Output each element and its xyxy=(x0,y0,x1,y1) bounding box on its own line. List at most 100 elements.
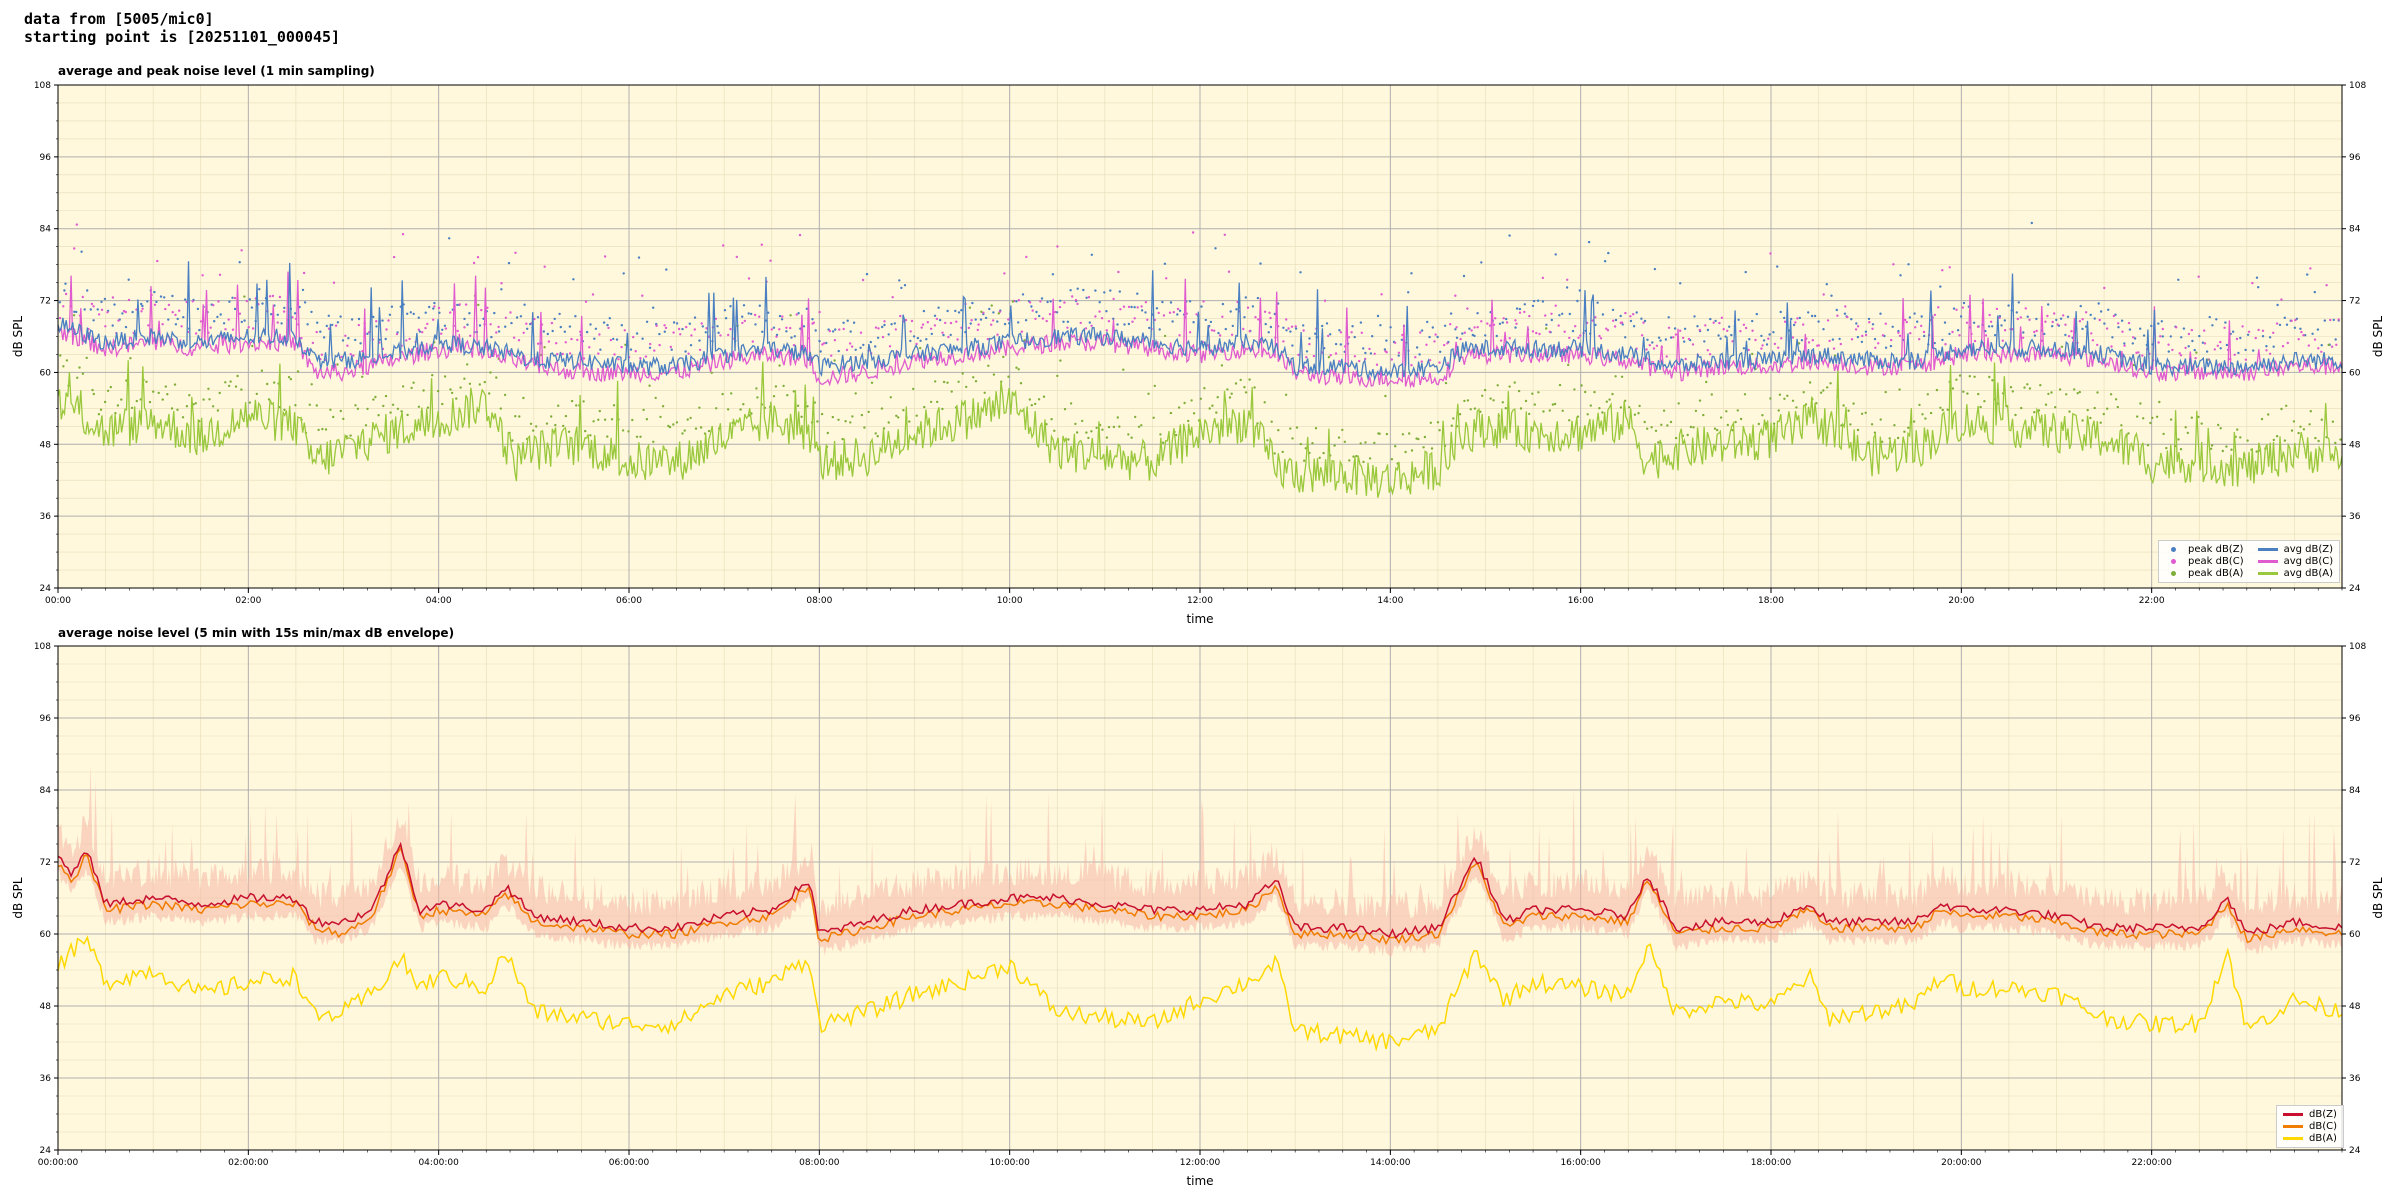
peak-point xyxy=(1598,407,1601,410)
peak-point xyxy=(1948,332,1951,336)
peak-point xyxy=(1952,307,1956,310)
peak-point xyxy=(2184,426,2187,429)
peak-point xyxy=(1769,252,1772,255)
peak-point xyxy=(2033,330,2036,334)
peak-point xyxy=(1352,455,1355,458)
peak-point xyxy=(1948,266,1951,269)
peak-point xyxy=(1725,410,1728,413)
peak-point xyxy=(517,339,521,342)
peak-point xyxy=(92,319,95,322)
peak-point xyxy=(2223,326,2226,329)
peak-point xyxy=(2246,439,2249,442)
y-tick-label-right: 36 xyxy=(2349,512,2361,522)
peak-point xyxy=(1584,390,1587,394)
peak-point xyxy=(412,381,415,384)
peak-point xyxy=(957,311,961,314)
peak-point xyxy=(1807,311,1810,314)
peak-point xyxy=(100,308,104,311)
peak-point xyxy=(1003,272,1006,275)
peak-point xyxy=(923,405,926,409)
peak-point xyxy=(1637,412,1640,415)
z-swatch xyxy=(2283,1113,2303,1116)
peak-point xyxy=(1496,384,1499,387)
peak-point xyxy=(344,334,347,337)
peak-point xyxy=(349,353,352,356)
peak-point xyxy=(1188,331,1192,334)
peak-point xyxy=(463,377,466,380)
peak-point xyxy=(1244,391,1248,394)
peak-point xyxy=(854,348,857,351)
peak-point xyxy=(59,354,62,357)
peak-point xyxy=(1389,326,1392,329)
peak-point xyxy=(302,271,306,275)
peak-point xyxy=(877,327,880,330)
peak-point xyxy=(730,392,733,395)
peak-point xyxy=(352,354,355,357)
peak-point xyxy=(1188,300,1192,303)
peak-point xyxy=(598,409,601,413)
peak-point xyxy=(1720,316,1724,319)
peak-point xyxy=(1744,270,1747,274)
y-tick-label-right: 108 xyxy=(2349,81,2366,91)
peak-point xyxy=(233,307,237,311)
peak-point xyxy=(1698,399,1702,402)
peak-point xyxy=(135,399,138,403)
y-tick-label-right: 96 xyxy=(2349,153,2361,163)
peak-point xyxy=(511,439,514,442)
bottom-chart-legend: dB(Z) dB(C) dB(A) xyxy=(2276,1105,2344,1148)
peak-point xyxy=(588,346,591,349)
peak-point xyxy=(820,412,824,416)
peak-point xyxy=(996,333,999,336)
peak-point xyxy=(1059,359,1062,362)
peak-point xyxy=(652,440,655,443)
peak-point xyxy=(131,310,134,314)
peak-point xyxy=(73,247,76,250)
x-tick-label: 14:00:00 xyxy=(1370,1158,1411,1168)
peak-point xyxy=(2304,334,2307,337)
peak-point xyxy=(880,407,884,410)
peak-point xyxy=(613,353,616,356)
peak-point xyxy=(1087,296,1091,299)
peak-point xyxy=(2320,344,2323,347)
peak-point xyxy=(217,300,220,303)
peak-point xyxy=(466,323,469,326)
peak-point xyxy=(2205,350,2209,353)
peak-point xyxy=(1136,292,1139,295)
peak-point xyxy=(1176,307,1180,311)
peak-point xyxy=(1514,326,1517,329)
peak-point xyxy=(1870,423,1874,426)
peak-point xyxy=(1760,347,1763,350)
peak-point xyxy=(248,298,251,301)
peak-point xyxy=(1373,352,1376,355)
peak-point xyxy=(228,300,231,303)
peak-point xyxy=(361,350,364,353)
peak-point xyxy=(2275,322,2279,325)
x-tick-label: 10:00:00 xyxy=(989,1158,1030,1168)
peak-point xyxy=(1686,433,1689,437)
peak-point xyxy=(523,303,526,306)
peak-point xyxy=(1871,323,1875,326)
peak-point xyxy=(301,288,305,292)
peak-point xyxy=(895,414,898,417)
peak-point xyxy=(2292,420,2296,423)
peak-point xyxy=(1492,399,1495,402)
peak-point xyxy=(1918,338,1921,341)
peak-point xyxy=(574,315,577,318)
peak-point xyxy=(2219,340,2222,344)
peak-point xyxy=(1088,321,1092,324)
peak-point xyxy=(644,355,648,358)
peak-point xyxy=(1045,319,1048,323)
peak-point xyxy=(988,307,991,311)
peak-point xyxy=(2323,319,2326,322)
peak-point xyxy=(466,363,469,366)
peak-point xyxy=(1305,356,1308,359)
peak-point xyxy=(1769,397,1772,400)
peak-point xyxy=(1341,428,1344,432)
peak-point xyxy=(615,338,619,341)
peak-point xyxy=(276,313,279,316)
peak-point xyxy=(1243,316,1246,319)
peak-point xyxy=(1373,441,1376,445)
peak-point xyxy=(1719,337,1722,340)
peak-point xyxy=(507,261,511,265)
peak-point xyxy=(366,407,369,411)
